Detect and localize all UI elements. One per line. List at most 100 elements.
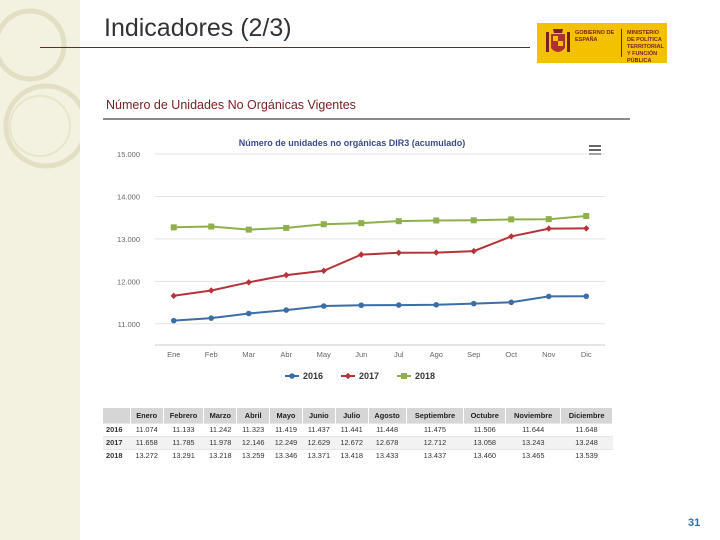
table-header-cell: Septiembre xyxy=(406,408,465,423)
x-tick-label: May xyxy=(317,350,331,359)
data-point xyxy=(170,224,177,231)
data-table: Enero Febrero Marzo Abril Mayo Junio Julio Agos… xyxy=(103,408,613,462)
data-point xyxy=(401,373,407,379)
data-point xyxy=(470,217,477,224)
table-cell: 11.242 xyxy=(203,422,237,436)
series-layer xyxy=(170,213,590,324)
table-cell: 13.539 xyxy=(560,448,613,462)
data-point xyxy=(545,225,552,232)
data-point xyxy=(245,226,252,233)
y-axis-ticks: 11.000 12.000 13.000 14.000 15.000 xyxy=(117,150,140,329)
data-point xyxy=(545,293,552,300)
table-header-cell: Junio xyxy=(302,408,336,423)
data-point xyxy=(470,247,477,255)
legend-item-2016[interactable]: 2016 xyxy=(285,371,323,381)
data-point xyxy=(289,373,295,379)
data-point xyxy=(583,213,590,220)
y-tick-label: 15.000 xyxy=(117,150,140,159)
y-tick-label: 11.000 xyxy=(118,320,140,329)
data-point xyxy=(470,300,477,307)
table-header-cell: Diciembre xyxy=(560,408,613,423)
x-tick-label: Jul xyxy=(394,350,404,359)
x-tick-label: Sep xyxy=(467,350,480,359)
data-point xyxy=(583,225,590,232)
table-cell: 13.259 xyxy=(236,448,270,462)
x-tick-label: Dic xyxy=(581,350,592,359)
table-cell: 11.448 xyxy=(368,422,407,436)
chart-svg: Número de unidades no orgánicas DIR3 (ac… xyxy=(117,138,605,381)
table-cell: 11.644 xyxy=(505,422,561,436)
x-tick-label: Ene xyxy=(167,350,180,359)
data-point xyxy=(320,221,327,228)
legend-label: 2018 xyxy=(415,371,435,381)
table-cell: 13.218 xyxy=(203,448,237,462)
data-point xyxy=(583,293,590,300)
table-header-cell: Noviembre xyxy=(505,408,562,423)
table-header-cell: Febrero xyxy=(163,408,205,423)
series-line xyxy=(173,215,587,231)
data-point xyxy=(508,233,515,240)
table-cell: 13.418 xyxy=(335,448,369,462)
table-cell: 12.678 xyxy=(368,435,407,449)
table-cell: 13.460 xyxy=(463,448,506,462)
logo-text-ministerio: MINISTERIO DE POLÍTICA TERRITORIAL Y FUN… xyxy=(627,30,664,64)
data-point xyxy=(283,224,290,231)
slide-title: Indicadores (2/3) xyxy=(104,14,292,42)
data-point xyxy=(433,301,440,308)
data-point xyxy=(395,249,402,257)
table-row-year: 2016 xyxy=(103,422,131,436)
table-row-year: 2018 xyxy=(103,448,131,462)
table-cell: 11.419 xyxy=(269,422,303,436)
table-cell: 11.437 xyxy=(302,422,336,436)
table-row-year: 2017 xyxy=(103,435,131,449)
table-header-cell: Agosto xyxy=(368,408,407,423)
x-tick-label: Jun xyxy=(355,350,367,359)
table-cell: 12.629 xyxy=(302,435,336,449)
table-cell: 11.785 xyxy=(163,435,204,449)
series-line xyxy=(173,227,587,297)
table-header-cell: Abril xyxy=(236,408,271,423)
legend-item-2018[interactable]: 2018 xyxy=(397,371,435,381)
table-header-cell: Octubre xyxy=(463,408,507,423)
table-cell: 13.346 xyxy=(269,448,303,462)
data-point xyxy=(344,372,352,380)
data-point xyxy=(358,220,365,227)
table-cell: 13.433 xyxy=(368,448,407,462)
line-chart: Número de unidades no orgánicas DIR3 (ac… xyxy=(100,128,620,390)
chart-title: Número de unidades no orgánicas DIR3 (ac… xyxy=(239,138,466,148)
x-tick-label: Ago xyxy=(430,350,443,359)
table-cell: 11.074 xyxy=(130,422,164,436)
table-cell: 12.146 xyxy=(236,435,270,449)
section-rule xyxy=(103,118,630,120)
data-point xyxy=(245,279,252,286)
table-cell: 13.272 xyxy=(130,448,164,462)
table-header-cell xyxy=(103,408,131,423)
table-row: 2017 11.658 11.785 11.978 12.146 12.249 12.629… xyxy=(103,435,613,449)
chart-legend: 2016 2017 2018 xyxy=(285,371,435,381)
legend-item-2017[interactable]: 2017 xyxy=(341,371,379,381)
logo-text-gobierno: GOBIERNO DE ESPAÑA xyxy=(575,30,615,43)
table-cell: 13.437 xyxy=(406,448,464,462)
coat-of-arms-icon xyxy=(546,29,570,52)
data-point xyxy=(320,303,327,309)
table-cell: 11.441 xyxy=(335,422,369,436)
decorative-left-band xyxy=(0,0,80,540)
table-cell: 12.249 xyxy=(269,435,303,449)
table-cell: 13.371 xyxy=(302,448,336,462)
series-line xyxy=(173,295,587,322)
table-cell: 11.133 xyxy=(163,422,204,436)
table-header-cell: Mayo xyxy=(269,408,303,423)
x-tick-label: Feb xyxy=(205,350,218,359)
x-tick-label: Oct xyxy=(505,350,518,359)
x-tick-label: Nov xyxy=(542,350,556,359)
table-cell: 12.712 xyxy=(406,435,464,449)
data-point xyxy=(170,317,177,324)
table-body: 2016 11.074 11.133 11.242 11.323 11.419 11.437… xyxy=(103,422,613,462)
table-header-row: Enero Febrero Marzo Abril Mayo Junio Julio Agos… xyxy=(103,408,613,423)
x-tick-label: Abr xyxy=(280,350,292,359)
data-point xyxy=(283,271,290,279)
table-cell: 11.978 xyxy=(203,435,237,449)
legend-label: 2017 xyxy=(359,371,379,381)
table-header-cell: Julio xyxy=(335,408,369,423)
table-row: 2016 11.074 11.133 11.242 11.323 11.419 11.437… xyxy=(103,422,613,436)
